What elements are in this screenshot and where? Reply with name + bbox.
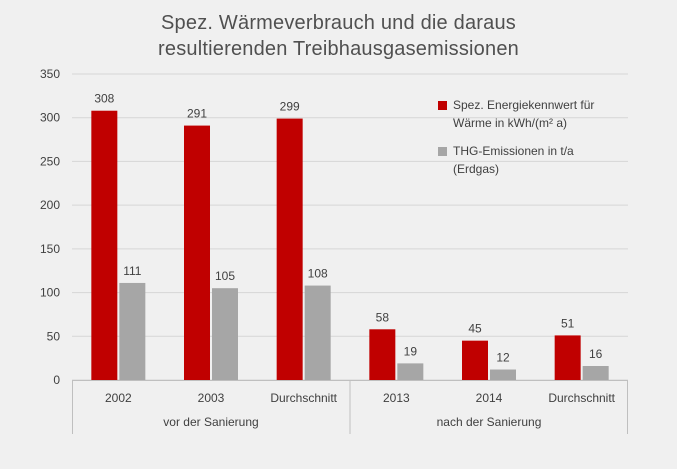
bar-emissions <box>212 288 238 380</box>
data-label: 111 <box>123 264 142 278</box>
y-tick-label: 50 <box>47 329 61 343</box>
data-label: 108 <box>308 267 328 281</box>
bar-energy <box>554 335 581 380</box>
legend-label-energy-line-1: Spez. Energiekennwert für <box>453 98 595 112</box>
bar-emissions <box>119 282 146 380</box>
legend-label-energy-line-2: Wärme in kWh/(m² a) <box>453 116 567 130</box>
data-label: 299 <box>280 100 300 114</box>
bar-emissions <box>582 366 609 380</box>
group-label: nach der Sanierung <box>437 415 542 429</box>
x-tick-label: Durchschnitt <box>548 391 615 405</box>
x-tick-label: 2013 <box>383 391 410 405</box>
y-tick-label: 150 <box>40 242 60 256</box>
bar-energy <box>276 118 303 381</box>
x-tick-label: 2003 <box>198 391 225 405</box>
y-tick-label: 300 <box>40 111 60 125</box>
y-tick-label: 200 <box>40 198 60 212</box>
x-tick-label: Durchschnitt <box>270 391 337 405</box>
legend-swatch-emissions <box>438 147 447 156</box>
data-label: 291 <box>187 107 207 121</box>
y-tick-label: 100 <box>40 286 60 300</box>
data-label: 105 <box>215 269 235 283</box>
bar-emissions <box>304 285 331 380</box>
chart-title-line-2: resultierenden Treibhausgasemissionen <box>158 38 519 60</box>
bar-emissions <box>397 363 424 380</box>
y-tick-label: 250 <box>40 154 60 168</box>
data-label: 308 <box>94 92 114 106</box>
bar-energy <box>91 110 118 380</box>
bar-energy <box>184 125 210 380</box>
y-tick-label: 350 <box>40 67 60 81</box>
bar-energy <box>369 329 396 380</box>
data-label: 51 <box>561 316 575 330</box>
y-tick-label: 0 <box>53 373 60 387</box>
x-tick-label: 2014 <box>476 391 503 405</box>
chart-title-line-1: Spez. Wärmeverbrauch und die daraus <box>161 12 516 34</box>
data-label: 16 <box>589 347 603 361</box>
legend-swatch-energy <box>438 101 447 110</box>
legend-label-emissions-line-1: THG-Emissionen in t/a <box>453 144 574 158</box>
legend-label-emissions-line-2: (Erdgas) <box>453 162 500 176</box>
group-label: vor der Sanierung <box>163 415 258 429</box>
data-label: 12 <box>496 351 510 365</box>
data-label: 58 <box>376 310 390 324</box>
data-label: 45 <box>468 322 482 336</box>
bar-energy <box>462 340 488 380</box>
data-label: 19 <box>404 344 418 358</box>
bar-emissions <box>490 369 516 380</box>
x-tick-label: 2002 <box>105 391 132 405</box>
